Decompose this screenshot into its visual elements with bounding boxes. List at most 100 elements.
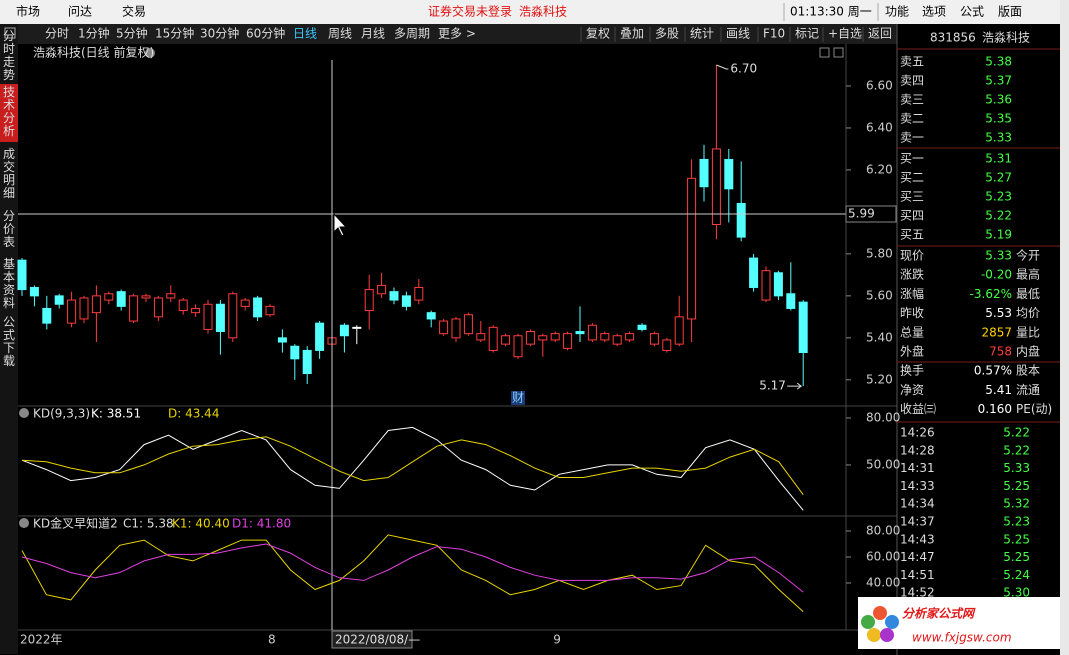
book-price: 5.35 xyxy=(985,112,1012,126)
candle-body xyxy=(525,331,535,345)
stock-code: 831856 xyxy=(930,31,976,45)
crosshair-label: 5.99 xyxy=(848,207,875,221)
tick-price: 5.25 xyxy=(1003,479,1030,493)
candle-body xyxy=(240,299,250,307)
candle-body xyxy=(42,307,52,324)
period-tab[interactable]: 日线 xyxy=(293,27,317,41)
candle-body xyxy=(265,305,275,316)
dropdown-icon[interactable] xyxy=(19,518,29,528)
y-tick-label: 5.80 xyxy=(866,246,893,260)
tick-time: 14:33 xyxy=(900,479,935,493)
side-tab[interactable]: 基本资料 xyxy=(3,257,15,310)
candle-body xyxy=(612,335,622,345)
stat-value: 0.57% xyxy=(974,364,1012,378)
side-bar xyxy=(0,24,18,654)
candle-body xyxy=(17,259,27,291)
annotation-label: 6.70 xyxy=(730,61,757,75)
menu-item[interactable]: 问达 xyxy=(68,5,92,19)
dropdown-icon[interactable] xyxy=(19,408,29,418)
tool-button[interactable]: 统计 xyxy=(690,27,714,41)
candle-body xyxy=(215,303,225,333)
candle-body xyxy=(302,349,312,375)
candle-body xyxy=(674,316,684,345)
book-price: 5.22 xyxy=(985,209,1012,223)
candle-body xyxy=(501,335,511,345)
tool-button[interactable]: 复权 xyxy=(586,27,610,41)
period-tab[interactable]: 5分钟 xyxy=(116,26,148,41)
active-tab xyxy=(0,84,18,142)
candle-body xyxy=(389,291,399,301)
stat-label: 换手 xyxy=(900,364,924,378)
period-tab[interactable]: 15分钟 xyxy=(155,26,194,41)
candle-body xyxy=(773,272,783,297)
tool-button[interactable]: 返回 xyxy=(868,27,892,41)
stat-value: 5.53 xyxy=(985,306,1012,320)
period-tab[interactable]: 30分钟 xyxy=(200,26,239,41)
candle-body xyxy=(377,284,387,295)
book-price: 5.38 xyxy=(985,55,1012,69)
tick-price: 5.25 xyxy=(1003,550,1030,564)
candle-body xyxy=(600,333,610,341)
candle-body xyxy=(463,314,473,335)
stat-label: 涨跌 xyxy=(900,267,924,282)
book-price: 5.19 xyxy=(985,228,1012,242)
candle-body xyxy=(29,286,39,297)
tool-button[interactable]: 标记 xyxy=(795,27,819,41)
period-tab[interactable]: 多周期 xyxy=(394,27,430,41)
event-marker xyxy=(511,391,525,405)
menu-bar xyxy=(0,0,1069,24)
candle-body xyxy=(253,297,263,318)
crosshair-date: 2022/08/08/— xyxy=(335,633,420,647)
side-tab[interactable]: 分时走势 xyxy=(3,29,15,82)
side-tab[interactable]: 技术分析 xyxy=(3,85,15,138)
stat-value: 0.160 xyxy=(978,402,1012,416)
candle-body xyxy=(439,320,449,335)
tick-time: 14:47 xyxy=(900,550,935,564)
stat-label: 今开 xyxy=(1016,248,1040,263)
login-status: 证券交易未登录 xyxy=(428,4,512,19)
candle-body xyxy=(141,295,151,299)
period-tab[interactable]: 周线 xyxy=(328,27,352,41)
tool-button[interactable]: +自选 xyxy=(828,27,862,41)
candle-body xyxy=(414,286,424,301)
tool-button[interactable]: F10 xyxy=(763,27,785,41)
side-tab[interactable]: 成交明细 xyxy=(3,147,15,200)
stat-label: PE(动) xyxy=(1016,402,1052,416)
candle-body xyxy=(538,335,548,341)
candle-body xyxy=(426,312,436,320)
candle-body xyxy=(476,333,486,341)
menu-item[interactable]: 公式 xyxy=(960,5,984,19)
candle-body xyxy=(277,337,287,343)
candle-body xyxy=(116,291,126,307)
stat-label: 外盘 xyxy=(900,344,924,359)
stat-label: 净资 xyxy=(900,383,924,397)
tick-time: 14:26 xyxy=(900,426,935,440)
stat-value: 5.33 xyxy=(985,249,1012,263)
tool-button[interactable]: 画线 xyxy=(726,27,750,41)
tool-button[interactable]: 叠加 xyxy=(620,27,644,41)
menu-item[interactable]: 功能 xyxy=(885,5,909,19)
period-tab[interactable]: 60分钟 xyxy=(246,26,285,41)
book-price: 5.37 xyxy=(985,74,1012,88)
dropdown-icon[interactable] xyxy=(145,48,155,58)
menu-item[interactable]: 选项 xyxy=(922,5,946,19)
candle-body xyxy=(798,301,808,354)
scrollbar xyxy=(1060,0,1069,655)
clock: 01:13:30 周一 xyxy=(790,5,872,19)
book-price: 5.33 xyxy=(985,131,1012,145)
period-tab[interactable]: 月线 xyxy=(361,27,385,41)
tick-time: 14:52 xyxy=(900,586,935,600)
tick-price: 5.22 xyxy=(1003,426,1030,440)
period-tab[interactable]: 更多 > xyxy=(438,27,476,41)
candle-body xyxy=(129,295,139,322)
period-tab[interactable]: 1分钟 xyxy=(78,26,110,41)
candle-body xyxy=(91,295,101,314)
menu-item[interactable]: 市场 xyxy=(16,4,40,19)
menu-item[interactable]: 交易 xyxy=(122,4,146,19)
candle-body xyxy=(488,326,498,351)
menu-item[interactable]: 版面 xyxy=(998,5,1022,19)
side-tab[interactable]: 公式下载 xyxy=(3,315,15,368)
side-tab[interactable]: 分价表 xyxy=(3,209,15,249)
period-tab[interactable]: 分时 xyxy=(45,27,69,41)
tool-button[interactable]: 多股 xyxy=(655,27,679,41)
